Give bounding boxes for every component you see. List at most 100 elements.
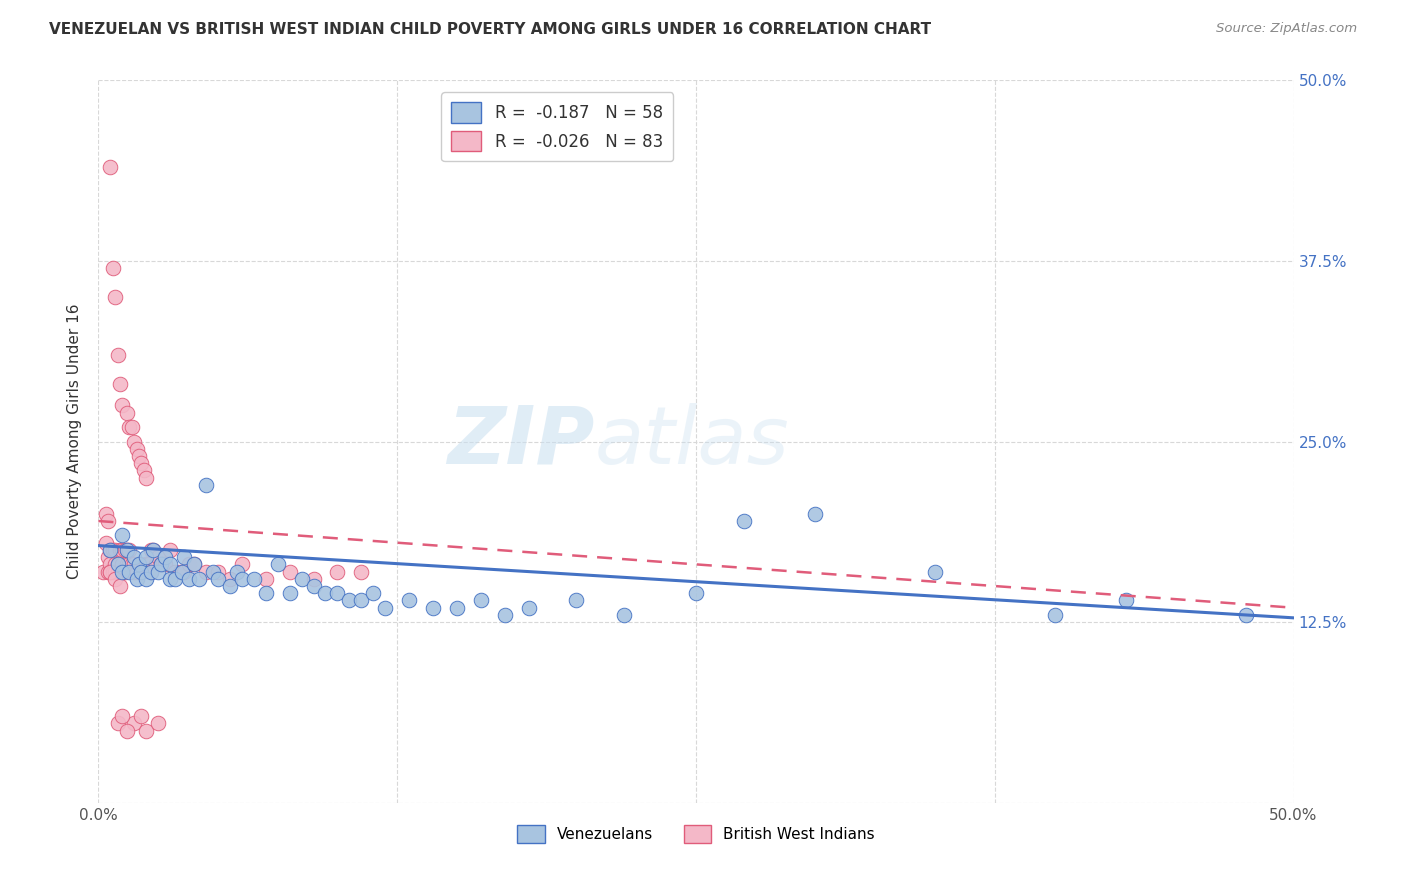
Point <box>613 607 636 622</box>
Point <box>254 586 277 600</box>
Text: ZIP: ZIP <box>447 402 595 481</box>
Point <box>104 565 127 579</box>
Text: VENEZUELAN VS BRITISH WEST INDIAN CHILD POVERTY AMONG GIRLS UNDER 16 CORRELATION: VENEZUELAN VS BRITISH WEST INDIAN CHILD … <box>49 22 931 37</box>
Point <box>104 558 127 572</box>
Point <box>339 593 361 607</box>
Point <box>115 542 138 557</box>
Point <box>187 572 209 586</box>
Point <box>173 550 195 565</box>
Point <box>121 558 143 572</box>
Point <box>121 420 143 434</box>
Point <box>159 558 181 572</box>
Point <box>115 723 138 738</box>
Point <box>124 434 146 449</box>
Text: atlas: atlas <box>595 402 789 481</box>
Point <box>374 600 396 615</box>
Point <box>173 565 195 579</box>
Point <box>169 565 191 579</box>
Point <box>115 542 138 557</box>
Point <box>135 723 157 738</box>
Point <box>118 565 141 579</box>
Point <box>195 565 218 579</box>
Point <box>111 542 134 557</box>
Point <box>135 572 157 586</box>
Point <box>183 558 205 572</box>
Point <box>219 572 242 586</box>
Point <box>422 600 444 615</box>
Point <box>111 709 134 723</box>
Point <box>111 565 134 579</box>
Point <box>243 572 266 586</box>
Point <box>104 542 127 557</box>
Point <box>155 558 177 572</box>
Point <box>107 558 129 572</box>
Point <box>195 478 218 492</box>
Point <box>179 558 201 572</box>
Point <box>124 565 146 579</box>
Point <box>97 514 120 528</box>
Point <box>226 565 249 579</box>
Point <box>104 290 127 304</box>
Point <box>302 572 325 586</box>
Point <box>107 565 129 579</box>
Point <box>163 565 186 579</box>
Point <box>111 398 134 412</box>
Point <box>315 586 337 600</box>
Point <box>159 572 181 586</box>
Point <box>924 565 946 579</box>
Point <box>118 542 141 557</box>
Point <box>111 528 134 542</box>
Point <box>278 586 301 600</box>
Point <box>131 709 153 723</box>
Point <box>135 550 157 565</box>
Point <box>114 565 136 579</box>
Point <box>152 558 174 572</box>
Point <box>135 558 157 572</box>
Point <box>125 442 148 456</box>
Point <box>565 593 588 607</box>
Y-axis label: Child Poverty Among Girls Under 16: Child Poverty Among Girls Under 16 <box>67 304 83 579</box>
Point <box>350 593 373 607</box>
Point <box>326 565 349 579</box>
Point <box>804 507 827 521</box>
Point <box>155 550 177 565</box>
Point <box>148 550 170 565</box>
Point <box>125 572 148 586</box>
Point <box>363 586 385 600</box>
Point <box>94 535 117 549</box>
Point <box>98 565 122 579</box>
Point <box>118 558 141 572</box>
Point <box>111 558 134 572</box>
Point <box>107 348 129 362</box>
Point <box>145 558 167 572</box>
Point <box>98 558 122 572</box>
Point <box>108 542 131 557</box>
Point <box>124 550 146 565</box>
Point <box>148 565 170 579</box>
Point <box>131 565 153 579</box>
Point <box>517 600 540 615</box>
Point <box>172 565 194 579</box>
Point <box>291 572 314 586</box>
Point <box>132 463 155 477</box>
Point <box>446 600 468 615</box>
Point <box>398 593 420 607</box>
Point <box>114 542 136 557</box>
Point <box>115 406 138 420</box>
Point <box>91 565 114 579</box>
Point <box>1043 607 1066 622</box>
Point <box>149 558 172 572</box>
Point <box>207 572 229 586</box>
Point <box>97 565 120 579</box>
Point <box>101 565 124 579</box>
Point <box>107 558 129 572</box>
Point <box>183 558 205 572</box>
Point <box>302 579 325 593</box>
Point <box>98 542 122 557</box>
Point <box>128 558 150 572</box>
Point <box>142 542 165 557</box>
Point <box>131 456 153 470</box>
Point <box>111 565 134 579</box>
Point <box>149 558 172 572</box>
Point <box>142 542 165 557</box>
